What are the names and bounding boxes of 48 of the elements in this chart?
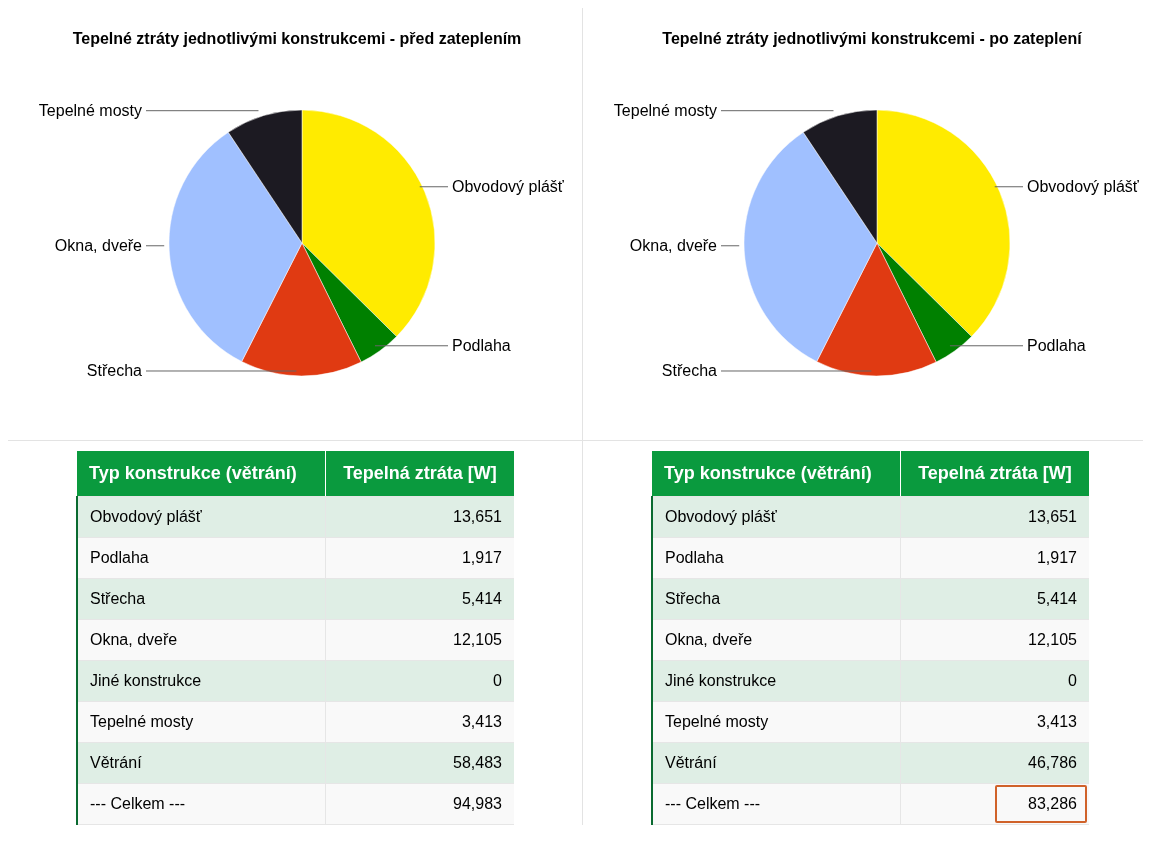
text: 5,414 (1036, 590, 1077, 607)
text: 13,651 (453, 508, 502, 525)
text: 1,917 (1036, 549, 1077, 566)
category-label: Okna, dveře (77, 619, 326, 661)
slice-label: Střecha (661, 362, 718, 379)
slice-label: Obvodový plášť (1027, 177, 1140, 195)
text: 13,651 (1028, 508, 1077, 525)
slice-label: Podlaha (1027, 336, 1086, 354)
text: Typ konstrukce (větrání) (652, 451, 901, 497)
text: 12,105 (1028, 631, 1077, 648)
slice-label: Tepelné mosty (38, 101, 142, 119)
text: 3,413 (461, 713, 502, 730)
text: 5,414 (461, 590, 502, 607)
text: 0 (493, 672, 502, 689)
category-label: Podlaha (77, 537, 326, 579)
category-label: Střecha (77, 578, 326, 620)
category-label: Větrání (77, 742, 326, 784)
slice-label: Podlaha (452, 336, 511, 354)
slice-label: Obvodový plášť (452, 177, 565, 195)
slice-label: Tepelné mosty (613, 101, 717, 119)
category-label: --- Celkem --- (77, 783, 326, 825)
slice-label: Okna, dveře (629, 236, 718, 254)
category-label: Jiné konstrukce (77, 660, 326, 702)
slice-label: Střecha (86, 362, 143, 379)
chart-title: Tepelné ztráty jednotlivými konstrukcemi - před zateplením (71, 29, 523, 49)
text: 58,483 (453, 754, 502, 771)
text: Typ konstrukce (větrání) (77, 451, 326, 497)
text: Tepelná ztráta [W] (325, 451, 514, 497)
category-label: Tepelné mosty (77, 701, 326, 743)
text: 46,786 (1028, 754, 1077, 771)
category-label: Větrání (652, 742, 901, 784)
category-label: --- Celkem --- (652, 783, 901, 825)
category-label: Tepelné mosty (652, 701, 901, 743)
text: 3,413 (1036, 713, 1077, 730)
text: 12,105 (453, 631, 502, 648)
text: 94,983 (453, 795, 502, 812)
text: 83,286 (1028, 795, 1077, 812)
slice-label: Okna, dveře (54, 236, 143, 254)
category-label: Obvodový plášť (77, 496, 326, 538)
text: Tepelná ztráta [W] (900, 451, 1089, 497)
category-label: Podlaha (652, 537, 901, 579)
text: 0 (1068, 672, 1077, 689)
category-label: Jiné konstrukce (652, 660, 901, 702)
text: 1,917 (461, 549, 502, 566)
category-label: Okna, dveře (652, 619, 901, 661)
chart-title: Tepelné ztráty jednotlivými konstrukcemi - po zateplení (661, 29, 1083, 49)
category-label: Obvodový plášť (652, 496, 901, 538)
category-label: Střecha (652, 578, 901, 620)
